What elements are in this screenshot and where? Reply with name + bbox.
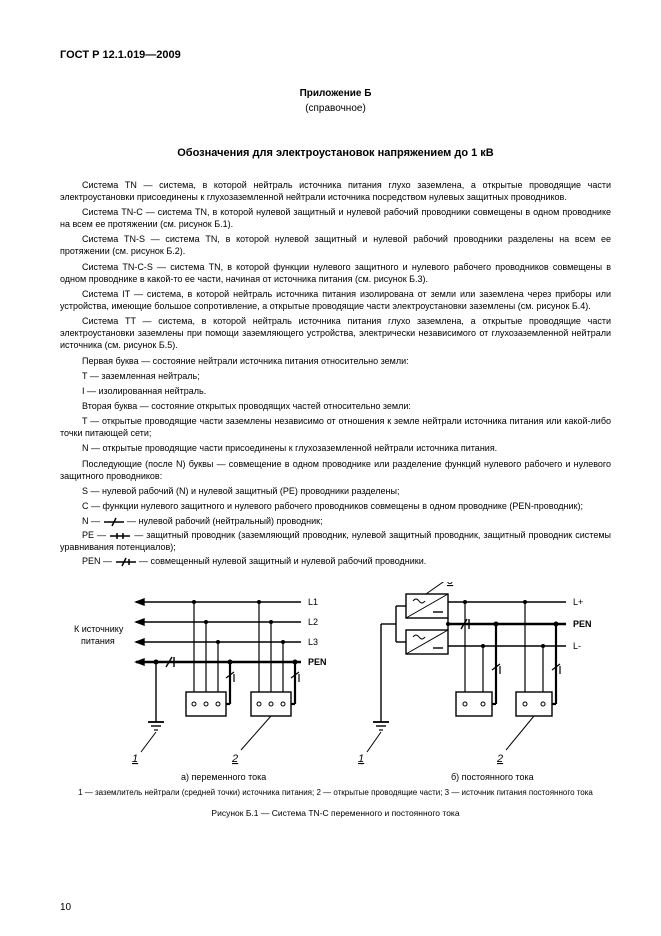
para: Первая буква — состояние нейтрали источн…: [60, 355, 611, 367]
n-pre: N —: [82, 516, 103, 526]
label-l1: L1: [308, 597, 318, 607]
para: Вторая буква — состояние открытых провод…: [60, 400, 611, 412]
para: Система TT — система, в которой нейтраль…: [60, 315, 611, 351]
para: Система IT — система, в которой нейтраль…: [60, 288, 611, 312]
para: S — нулевой рабочий (N) и нулевой защитн…: [60, 485, 611, 497]
pen-post: — совмещенный нулевой защитный и нулевой…: [139, 556, 426, 566]
figure-b1: L1 L2 L3 PEN К источнику питания: [60, 582, 611, 820]
callout-2-dc: 2: [496, 753, 503, 765]
pen-conductor-legend: PEN — — совмещенный нулевой защитный и н…: [60, 555, 611, 567]
n-conductor-legend: N — — нулевой рабочий (нейтральный) пров…: [60, 515, 611, 527]
standard-code: ГОСТ Р 12.1.019—2009: [60, 48, 611, 63]
pe-post: — защитный проводник (заземляющий провод…: [60, 530, 611, 552]
para: Система TN-C — система TN, в которой нул…: [60, 206, 611, 230]
pe-pre: PE —: [82, 530, 109, 540]
n-post: — нулевой рабочий (нейтральный) проводни…: [127, 516, 323, 526]
label-lminus: L-: [573, 641, 581, 651]
annex-subtitle: (справочное): [60, 102, 611, 116]
para: C — функции нулевого защитного и нулевог…: [60, 500, 611, 512]
main-title: Обозначения для электроустановок напряже…: [60, 146, 611, 161]
page-number: 10: [60, 901, 71, 915]
source-label-1: К источнику: [74, 624, 124, 634]
consumer-box: [251, 600, 299, 716]
label-l2: L2: [308, 617, 318, 627]
para: Система TN — система, в которой нейтраль…: [60, 179, 611, 203]
diagram-ac: L1 L2 L3 PEN К источнику питания: [74, 597, 327, 782]
annex-title: Приложение Б: [60, 87, 611, 101]
para: Система TN-C-S — система TN, в которой ф…: [60, 261, 611, 285]
dc-subtitle: б) постоянного тока: [451, 772, 534, 782]
para: I — изолированная нейтраль.: [60, 385, 611, 397]
diagram-dc: 3 L+ PEN L-: [358, 582, 592, 782]
callout-1: 1: [132, 753, 138, 765]
pe-conductor-legend: PE — — защитный проводник (заземляющий п…: [60, 529, 611, 553]
pen-pre: PEN —: [82, 556, 115, 566]
figure-legend: 1 — заземлитель нейтрали (средней точки)…: [60, 788, 611, 799]
source-label-2: питания: [81, 636, 115, 646]
para: N — открытые проводящие части присоедине…: [60, 442, 611, 454]
ac-subtitle: а) переменного тока: [181, 772, 266, 782]
consumer-box: [186, 600, 234, 716]
label-l3: L3: [308, 637, 318, 647]
label-pen-dc: PEN: [573, 619, 592, 629]
pen-symbol-icon: [115, 557, 137, 567]
n-symbol-icon: [103, 517, 125, 527]
figure-caption: Рисунок Б.1 — Система TN-C переменного и…: [60, 808, 611, 819]
pe-symbol-icon: [109, 531, 131, 541]
callout-2-ac: 2: [231, 753, 238, 765]
page: ГОСТ Р 12.1.019—2009 Приложение Б (справ…: [0, 0, 661, 936]
label-lplus: L+: [573, 597, 583, 607]
callout-1-dc: 1: [358, 753, 364, 765]
para: T — открытые проводящие части заземлены …: [60, 415, 611, 439]
label-pen: PEN: [308, 657, 327, 667]
callout-3: 3: [447, 582, 454, 587]
diagram-svg: L1 L2 L3 PEN К источнику питания: [66, 582, 606, 782]
para: T — заземленная нейтраль;: [60, 370, 611, 382]
para: Система TN-S — система TN, в которой нул…: [60, 233, 611, 257]
para: Последующие (после N) буквы — совмещение…: [60, 458, 611, 482]
